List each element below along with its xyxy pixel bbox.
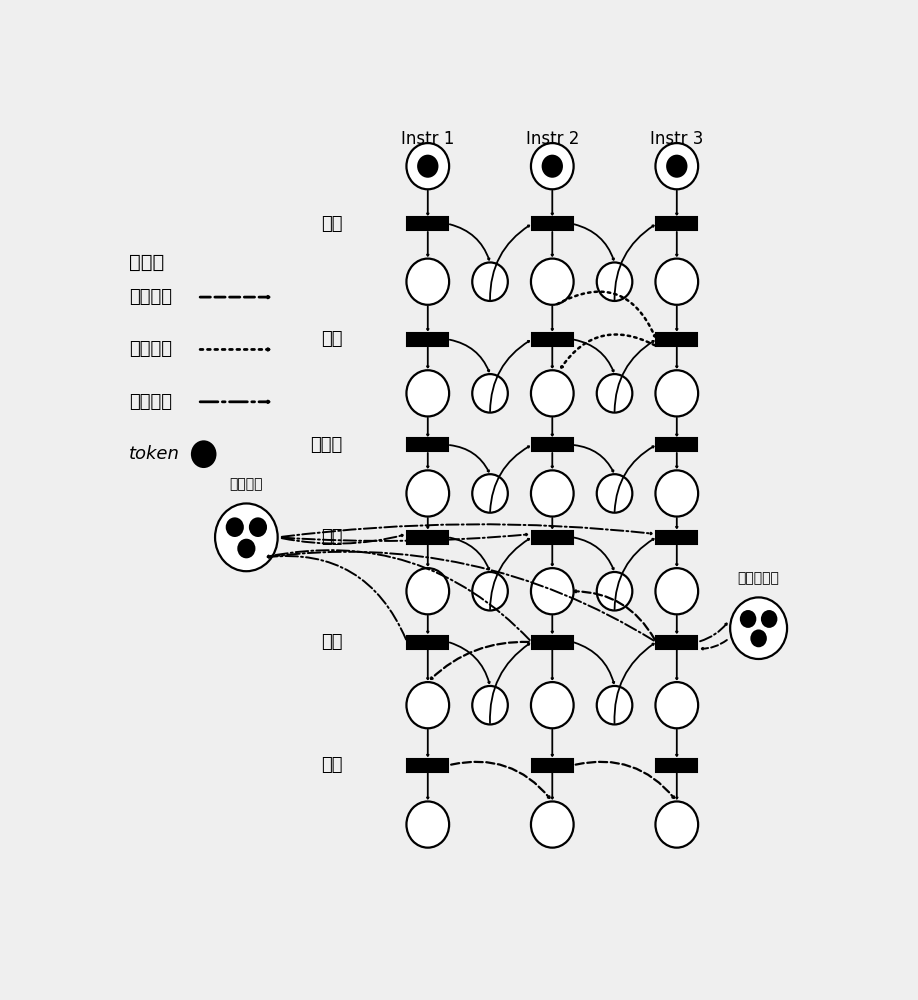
Text: 图例：: 图例： (129, 253, 164, 272)
FancyBboxPatch shape (408, 438, 448, 451)
Text: 写回: 写回 (321, 756, 342, 774)
FancyBboxPatch shape (532, 759, 573, 772)
Text: 译码: 译码 (321, 330, 342, 348)
Circle shape (542, 155, 563, 178)
FancyBboxPatch shape (656, 438, 698, 451)
Circle shape (597, 572, 633, 610)
FancyBboxPatch shape (408, 759, 448, 772)
Circle shape (472, 262, 508, 301)
FancyBboxPatch shape (656, 759, 698, 772)
Circle shape (407, 801, 449, 848)
Circle shape (472, 374, 508, 413)
Text: Instr 3: Instr 3 (650, 130, 703, 148)
Text: 重命名: 重命名 (310, 436, 342, 454)
Text: 发射: 发射 (321, 528, 342, 546)
Text: 数据相关: 数据相关 (129, 288, 172, 306)
Circle shape (597, 262, 633, 301)
Circle shape (407, 568, 449, 614)
FancyBboxPatch shape (408, 636, 448, 649)
Circle shape (407, 682, 449, 728)
Circle shape (740, 610, 756, 628)
Circle shape (750, 629, 767, 647)
Circle shape (655, 370, 699, 416)
Circle shape (249, 517, 267, 537)
Circle shape (597, 474, 633, 513)
FancyBboxPatch shape (408, 217, 448, 230)
FancyBboxPatch shape (532, 333, 573, 346)
Circle shape (472, 474, 508, 513)
Circle shape (655, 470, 699, 517)
Text: token: token (129, 445, 180, 463)
Circle shape (597, 686, 633, 724)
Circle shape (761, 610, 778, 628)
Circle shape (472, 572, 508, 610)
Circle shape (655, 801, 699, 848)
Circle shape (531, 470, 574, 517)
Circle shape (597, 374, 633, 413)
Circle shape (215, 503, 277, 571)
Circle shape (191, 440, 217, 468)
Text: 发射队列: 发射队列 (230, 477, 263, 491)
Text: Instr 1: Instr 1 (401, 130, 454, 148)
Circle shape (407, 259, 449, 305)
FancyBboxPatch shape (408, 531, 448, 544)
Circle shape (655, 682, 699, 728)
Circle shape (531, 682, 574, 728)
FancyBboxPatch shape (532, 217, 573, 230)
Circle shape (531, 143, 574, 189)
FancyBboxPatch shape (656, 333, 698, 346)
Text: Instr 2: Instr 2 (526, 130, 579, 148)
FancyBboxPatch shape (408, 333, 448, 346)
Circle shape (730, 597, 787, 659)
Circle shape (237, 539, 255, 558)
Circle shape (666, 155, 688, 178)
FancyBboxPatch shape (532, 438, 573, 451)
Text: 取指: 取指 (321, 215, 342, 233)
Circle shape (407, 470, 449, 517)
FancyBboxPatch shape (532, 636, 573, 649)
Text: 控制相关: 控制相关 (129, 340, 172, 358)
Circle shape (655, 568, 699, 614)
FancyBboxPatch shape (656, 217, 698, 230)
Circle shape (531, 801, 574, 848)
FancyBboxPatch shape (656, 531, 698, 544)
Circle shape (655, 143, 699, 189)
Text: 结构相关: 结构相关 (129, 393, 172, 411)
Circle shape (226, 517, 244, 537)
Circle shape (407, 143, 449, 189)
Circle shape (531, 259, 574, 305)
Circle shape (531, 370, 574, 416)
Circle shape (407, 370, 449, 416)
Text: 执行单元池: 执行单元池 (738, 571, 779, 585)
Circle shape (655, 259, 699, 305)
Circle shape (472, 686, 508, 724)
Circle shape (417, 155, 439, 178)
FancyBboxPatch shape (656, 636, 698, 649)
Circle shape (531, 568, 574, 614)
FancyBboxPatch shape (532, 531, 573, 544)
Text: 执行: 执行 (321, 633, 342, 651)
